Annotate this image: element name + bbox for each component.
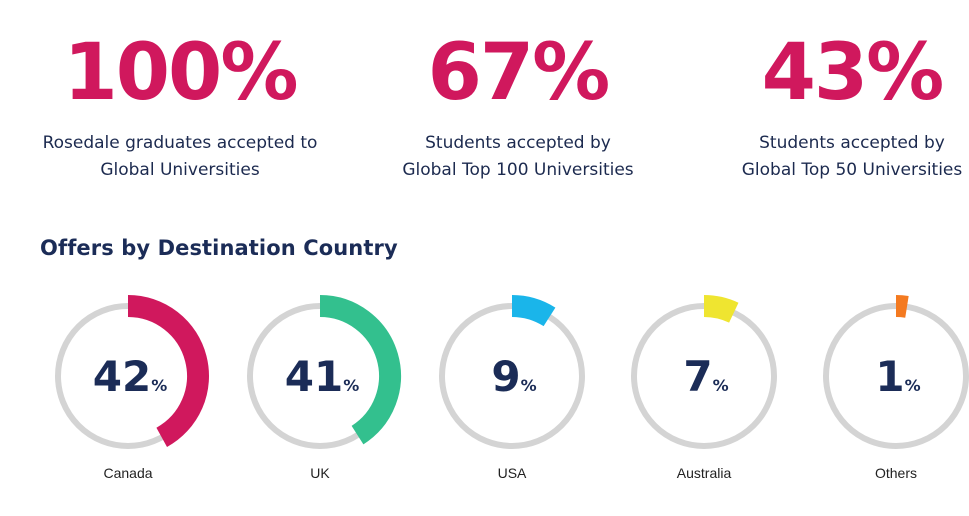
- donut-australia: 7% Australia: [631, 295, 777, 481]
- stat-top-50: 43% Students accepted by Global Top 50 U…: [722, 30, 969, 184]
- donut-value-unit: %: [343, 376, 359, 395]
- donut-value-number: 9: [491, 352, 520, 401]
- donut-arc: [703, 295, 739, 323]
- stat-description-line: Students accepted by: [425, 133, 611, 153]
- stat-description: Students accepted by Global Top 50 Unive…: [722, 130, 969, 184]
- donut-arc: [319, 295, 401, 445]
- stat-value: 100%: [63, 28, 299, 118]
- stat-description-line: Rosedale graduates accepted to: [42, 133, 318, 153]
- donut-value-number: 7: [683, 352, 712, 401]
- stat-description: Students accepted by Global Top 100 Univ…: [378, 130, 658, 184]
- donut-arc: [895, 294, 909, 318]
- stat-value: 67%: [427, 28, 611, 118]
- donut-value-unit: %: [713, 376, 729, 395]
- destination-donut-charts: 42% Canada 41% UK 9% USA 7% Australia 1% Others: [55, 294, 969, 481]
- donut-value-number: 42: [93, 352, 151, 401]
- donut-others: 1% Others: [823, 294, 969, 481]
- donut-arc: [127, 295, 209, 447]
- donut-value-unit: %: [521, 376, 537, 395]
- stat-description-line: Global Universities: [100, 160, 260, 180]
- donut-value-unit: %: [151, 376, 167, 395]
- donut-category-label: USA: [498, 465, 527, 481]
- donut-category-label: Canada: [103, 465, 152, 481]
- donut-arc: [511, 295, 556, 327]
- donut-usa: 9% USA: [439, 295, 585, 481]
- donut-value-label: 42%: [93, 352, 167, 401]
- donut-value-number: 1: [875, 352, 904, 401]
- donut-category-label: Others: [875, 465, 917, 481]
- donut-value-label: 9%: [491, 352, 536, 401]
- donut-uk: 41% UK: [247, 295, 401, 481]
- stat-description-line: Global Top 100 Universities: [402, 160, 634, 180]
- stat-description-line: Students accepted by: [759, 133, 945, 153]
- stat-global-universities: 100% Rosedale graduates accepted to Glob…: [20, 30, 340, 184]
- donut-category-label: UK: [310, 465, 330, 481]
- stat-description: Rosedale graduates accepted to Global Un…: [20, 130, 340, 184]
- donut-category-label: Australia: [677, 465, 732, 481]
- donut-canada: 42% Canada: [55, 295, 209, 481]
- donut-value-label: 41%: [285, 352, 359, 401]
- stat-description-line: Global Top 50 Universities: [741, 160, 963, 180]
- donut-value-unit: %: [905, 376, 921, 395]
- chart-title: Offers by Destination Country: [40, 236, 398, 260]
- donut-track: [439, 303, 585, 449]
- donut-value-label: 7%: [683, 352, 728, 401]
- stat-value: 43%: [761, 28, 945, 118]
- donut-value-label: 1%: [875, 352, 920, 401]
- donut-value-number: 41: [285, 352, 343, 401]
- stat-top-100: 67% Students accepted by Global Top 100 …: [378, 30, 658, 184]
